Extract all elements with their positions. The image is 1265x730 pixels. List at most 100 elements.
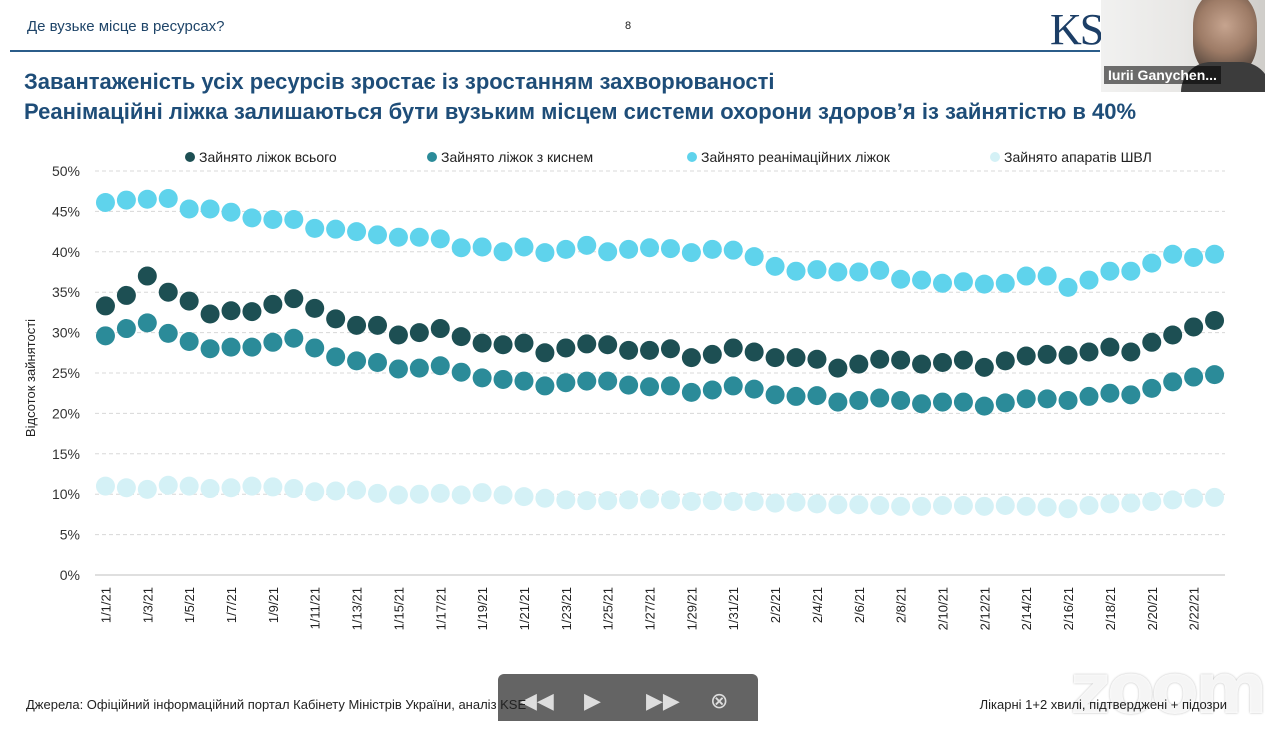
data-point — [535, 376, 555, 396]
data-point — [242, 476, 262, 496]
data-point — [388, 325, 408, 345]
data-point — [284, 479, 304, 499]
y-tick-label: 15% — [52, 446, 80, 462]
data-point — [263, 294, 283, 314]
data-point — [409, 227, 429, 247]
rewind-icon[interactable]: ◀◀ — [520, 688, 554, 713]
x-tick-label: 1/3/21 — [140, 587, 155, 623]
playback-controls: ◀◀ ▶ ▶▶ ⊗ — [498, 674, 758, 721]
fast-forward-icon[interactable]: ▶▶ — [646, 688, 680, 713]
slide-headline: Завантаженість усіх ресурсів зростає із … — [24, 67, 1136, 127]
data-point — [493, 369, 513, 389]
data-point — [870, 260, 890, 280]
data-point — [891, 269, 911, 289]
legend-marker — [185, 152, 195, 162]
data-point — [514, 333, 534, 353]
data-point — [305, 338, 325, 358]
data-point — [200, 199, 220, 219]
x-tick-label: 2/18/21 — [1103, 587, 1118, 630]
data-point — [933, 273, 952, 293]
data-point — [1142, 332, 1162, 352]
y-axis: 0% 5% 10% 15% 20% 25% 30% 35% 40% 45% 50% — [52, 163, 1225, 583]
data-point — [326, 481, 346, 501]
data-point — [849, 354, 869, 374]
data-point — [786, 492, 806, 512]
legend-label: Зайнято апаратів ШВЛ — [1004, 149, 1152, 165]
data-point — [263, 209, 283, 229]
data-point — [828, 358, 848, 378]
data-point — [953, 350, 973, 370]
data-point — [1100, 383, 1120, 403]
data-point — [472, 368, 492, 388]
y-tick-label: 35% — [52, 284, 80, 300]
data-point — [179, 331, 199, 351]
data-point — [786, 386, 806, 406]
data-point — [849, 390, 869, 410]
data-point — [1079, 342, 1099, 362]
data-point — [953, 392, 973, 412]
data-point — [1037, 497, 1057, 517]
data-point — [702, 344, 722, 364]
y-tick-label: 10% — [52, 486, 80, 502]
y-tick-label: 5% — [60, 527, 80, 543]
data-point — [1205, 365, 1225, 385]
data-point — [472, 237, 492, 257]
x-tick-label: 1/7/21 — [224, 587, 239, 623]
data-point — [158, 282, 178, 302]
data-point — [221, 202, 241, 222]
y-axis-title: Відсоток зайнятості — [23, 319, 38, 437]
data-point — [179, 291, 199, 311]
x-tick-label: 1/13/21 — [350, 587, 365, 630]
data-point — [953, 272, 973, 292]
x-tick-label: 1/21/21 — [517, 587, 532, 630]
data-point — [660, 376, 680, 396]
play-icon[interactable]: ▶ — [584, 688, 601, 713]
legend-label: Зайнято ліжок з киснем — [441, 149, 593, 165]
data-point — [598, 335, 618, 355]
data-point — [598, 491, 618, 511]
data-point — [514, 487, 534, 507]
close-icon[interactable]: ⊗ — [710, 688, 729, 713]
data-point — [849, 495, 869, 515]
data-point — [1184, 317, 1204, 337]
data-point — [305, 298, 325, 318]
data-point — [116, 478, 136, 498]
data-point — [577, 371, 597, 391]
data-point — [681, 348, 701, 368]
x-tick-label: 1/19/21 — [475, 587, 490, 630]
x-tick-label: 1/29/21 — [684, 587, 699, 630]
data-point — [1016, 496, 1036, 516]
x-tick-label: 2/14/21 — [1019, 587, 1034, 630]
data-point — [284, 209, 304, 229]
data-point — [619, 375, 639, 395]
data-point — [221, 301, 241, 321]
data-point — [430, 229, 450, 249]
data-point — [723, 491, 743, 511]
data-point — [451, 327, 471, 347]
data-point — [1016, 266, 1036, 286]
data-point — [116, 285, 136, 305]
data-point — [744, 342, 764, 362]
x-tick-label: 2/16/21 — [1061, 587, 1076, 630]
y-tick-label: 25% — [52, 365, 80, 381]
data-point — [347, 480, 367, 500]
data-point — [723, 338, 743, 358]
data-point — [409, 323, 429, 343]
data-point — [347, 351, 367, 371]
data-point — [807, 494, 827, 514]
data-point — [158, 323, 178, 343]
data-point — [577, 334, 597, 354]
data-point — [891, 496, 911, 516]
data-point — [95, 193, 115, 213]
data-point — [681, 491, 701, 511]
data-point — [933, 352, 952, 372]
x-tick-label: 1/1/21 — [98, 587, 113, 623]
data-point — [723, 376, 743, 396]
data-point — [619, 239, 639, 259]
data-point — [242, 208, 262, 228]
data-point — [912, 394, 932, 414]
x-tick-label: 2/10/21 — [936, 587, 951, 630]
data-point — [974, 357, 994, 377]
data-point — [598, 242, 618, 262]
chart-gridlines — [95, 170, 1225, 536]
